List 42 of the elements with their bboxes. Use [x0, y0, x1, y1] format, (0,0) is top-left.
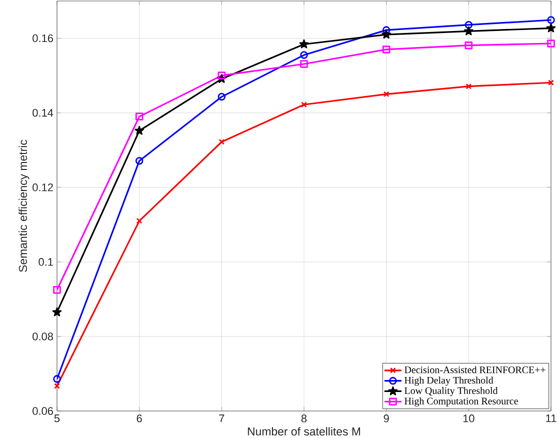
x-tick-label: 11	[546, 414, 556, 422]
x-tick-label: 6	[136, 414, 142, 422]
point	[464, 41, 473, 50]
y-tick-label: 0.1	[38, 258, 53, 266]
point	[299, 39, 309, 48]
point	[382, 46, 390, 54]
point	[301, 102, 307, 108]
point	[300, 60, 308, 68]
y-tick-label: 0.12	[32, 183, 53, 192]
x-tick-label: 10	[463, 414, 474, 422]
point	[218, 72, 226, 80]
point	[464, 26, 474, 36]
legend-label: High Delay Threshold	[404, 376, 494, 386]
point	[300, 51, 308, 59]
x-axis-title: Number of satellites M	[248, 427, 360, 436]
x-tick-label: 7	[219, 414, 224, 422]
point	[464, 20, 473, 29]
point	[134, 126, 144, 135]
point	[546, 23, 556, 32]
point	[547, 40, 555, 48]
legend-label: Low Quality Threshold	[404, 387, 498, 396]
point	[383, 91, 390, 98]
y-axis-title: Semantic efficiency metric	[18, 140, 30, 272]
point	[53, 286, 61, 294]
point	[52, 307, 62, 316]
point	[218, 92, 226, 101]
y-tick-label: 0.08	[32, 332, 53, 340]
x-tick-label: 9	[384, 414, 389, 422]
y-tick-label: 0.16	[32, 34, 53, 42]
point	[136, 218, 142, 224]
point	[382, 30, 391, 39]
point	[135, 157, 144, 165]
legend-label: High Computation Resource	[404, 397, 518, 406]
point	[466, 83, 472, 90]
y-tick-label: 0.06	[32, 407, 53, 415]
x-tick-label: 8	[301, 414, 307, 422]
legend-label: Decision-Assisted REINFORCE++	[404, 366, 546, 374]
point	[382, 26, 390, 34]
point	[135, 112, 144, 120]
point	[218, 138, 225, 145]
y-tick-label: 0.14	[32, 108, 54, 117]
x-tick-label: 5	[54, 414, 60, 422]
